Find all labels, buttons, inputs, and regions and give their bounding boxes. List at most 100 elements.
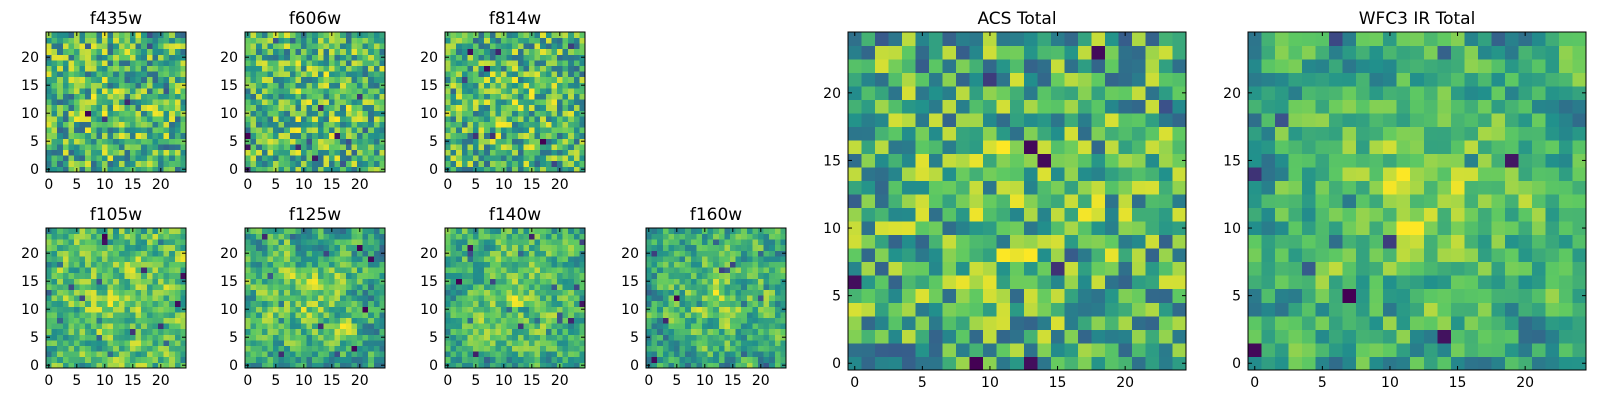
- heatmap-cell: [373, 132, 380, 139]
- heatmap-cell: [345, 323, 352, 330]
- heatmap-cell: [85, 121, 92, 128]
- heatmap-cell: [51, 317, 58, 324]
- heatmap-cell: [1091, 302, 1106, 317]
- heatmap-cell: [506, 110, 513, 117]
- heatmap-cell: [174, 43, 181, 50]
- heatmap-cell: [180, 340, 187, 346]
- heatmap-cell: [746, 345, 753, 352]
- panel-title: f606w: [289, 9, 341, 29]
- heatmap-cell: [1158, 342, 1173, 357]
- heatmap-cell: [461, 239, 468, 246]
- heatmap-cell: [85, 295, 92, 302]
- heatmap-cell: [158, 340, 164, 346]
- heatmap-cell: [774, 351, 781, 358]
- heatmap-cell: [512, 233, 519, 240]
- heatmap-cell: [152, 99, 159, 106]
- heatmap-cell: [85, 99, 92, 106]
- heatmap-cell: [68, 312, 75, 318]
- heatmap-cell: [730, 289, 736, 296]
- heatmap-cell: [306, 278, 313, 285]
- heatmap-cell: [512, 345, 519, 352]
- y-tick-label: 20: [220, 246, 238, 262]
- heatmap-cell: [568, 356, 575, 363]
- heatmap-cell: [317, 289, 324, 296]
- heatmap-cell: [306, 32, 313, 38]
- heatmap-cell: [1023, 342, 1038, 357]
- heatmap-cell: [306, 166, 313, 173]
- heatmap-cell: [763, 356, 770, 363]
- heatmap-cell: [57, 104, 64, 111]
- heatmap-cell: [1064, 194, 1079, 209]
- heatmap-cell: [679, 233, 686, 240]
- heatmap-cell: [517, 104, 524, 111]
- heatmap-cell: [102, 256, 108, 262]
- heatmap-cell: [323, 289, 330, 296]
- heatmap-cell: [780, 228, 787, 234]
- heatmap-cell: [180, 233, 187, 240]
- heatmap-cell: [96, 289, 103, 296]
- heatmap-cell: [373, 48, 380, 55]
- heatmap-cell: [245, 356, 251, 363]
- heatmap-cell: [534, 233, 541, 240]
- heatmap-cell: [317, 93, 324, 100]
- heatmap-cell: [113, 289, 120, 296]
- heatmap-cell: [79, 351, 86, 358]
- heatmap-cell: [85, 43, 92, 50]
- heatmap-cell: [512, 356, 519, 363]
- heatmap-cell: [261, 334, 268, 341]
- heatmap-cell: [1104, 342, 1119, 357]
- heatmap-cell: [245, 60, 251, 66]
- heatmap-cell: [113, 312, 120, 318]
- y-tick-label: 15: [420, 78, 438, 94]
- heatmap-cell: [1104, 288, 1119, 303]
- heatmap-cell: [135, 60, 142, 66]
- heatmap-cell: [373, 362, 380, 369]
- heatmap-cell: [169, 82, 176, 89]
- heatmap-cell: [534, 323, 541, 330]
- heatmap-cell: [273, 160, 279, 167]
- heatmap-cell: [141, 345, 148, 352]
- heatmap-cell: [1104, 356, 1119, 371]
- heatmap-cell: [1158, 315, 1173, 330]
- heatmap-cell: [273, 289, 279, 296]
- heatmap-cell: [562, 110, 569, 117]
- heatmap-cell: [696, 323, 703, 330]
- heatmap-cell: [289, 121, 296, 128]
- x-tick-label: 15: [124, 373, 142, 389]
- heatmap-cell: [1158, 234, 1173, 249]
- heatmap-cell: [250, 244, 257, 251]
- heatmap-cell: [473, 93, 479, 100]
- heatmap-cell: [317, 76, 324, 83]
- heatmap-cell: [124, 250, 131, 257]
- heatmap-cell: [579, 345, 586, 352]
- heatmap-cell: [562, 317, 569, 324]
- heatmap-cell: [517, 138, 524, 145]
- heatmap-cell: [668, 323, 675, 330]
- heatmap-cell: [273, 48, 279, 55]
- heatmap-cell: [130, 160, 136, 167]
- heatmap-cell: [495, 340, 502, 346]
- heatmap-cell: [1023, 248, 1038, 263]
- y-tick-label: 15: [220, 78, 238, 94]
- heatmap-cell: [62, 110, 69, 117]
- heatmap-cell: [317, 323, 324, 330]
- heatmap-cell: [62, 121, 69, 128]
- heatmap-cell: [180, 99, 187, 106]
- heatmap-cell: [495, 278, 502, 285]
- heatmap-cell: [317, 356, 324, 363]
- heatmap-cell: [295, 60, 302, 66]
- heatmap-cell: [1050, 180, 1065, 195]
- heatmap-cell: [557, 317, 563, 324]
- heatmap-cell: [312, 289, 319, 296]
- heatmap-cell: [752, 362, 759, 369]
- heatmap-cell: [523, 272, 530, 279]
- heatmap-cell: [1064, 302, 1079, 317]
- heatmap-cell: [506, 289, 513, 296]
- heatmap-cell: [107, 362, 114, 369]
- heatmap-cell: [562, 65, 569, 72]
- heatmap-cell: [506, 121, 513, 128]
- heatmap-cell: [484, 356, 491, 363]
- x-tick-label: 0: [443, 373, 452, 389]
- heatmap-cell: [562, 272, 569, 279]
- heatmap-cell: [334, 160, 341, 167]
